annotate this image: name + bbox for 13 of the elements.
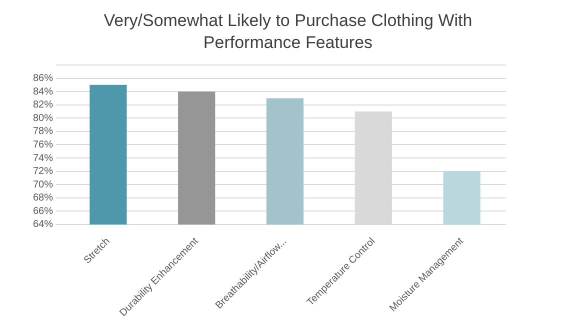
y-tick-label: 74% xyxy=(33,152,54,164)
y-tick-label: 64% xyxy=(33,219,54,230)
y-tick-label: 78% xyxy=(33,126,54,138)
y-tick-label: 82% xyxy=(33,100,54,111)
y-tick-label: 70% xyxy=(33,179,54,190)
y-tick-label: 66% xyxy=(33,206,54,217)
y-tick-label: 84% xyxy=(33,86,54,98)
y-tick-label: 80% xyxy=(33,112,54,124)
y-tick-label: 86% xyxy=(33,73,54,84)
chart-title: Very/Somewhat Likely to Purchase Clothing With Performance Features xyxy=(102,10,474,54)
y-tick-label: 68% xyxy=(33,192,54,204)
y-tick-label: 72% xyxy=(33,166,54,178)
y-tick-label: 76% xyxy=(33,139,54,150)
